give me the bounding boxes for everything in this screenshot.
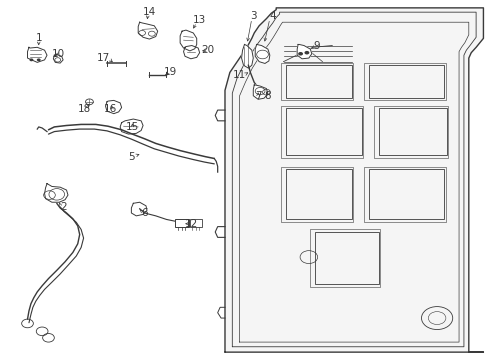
Bar bbox=[281, 106, 362, 158]
Polygon shape bbox=[27, 47, 47, 62]
Bar bbox=[175, 220, 188, 227]
Bar bbox=[285, 169, 351, 220]
Polygon shape bbox=[131, 202, 147, 216]
Bar bbox=[315, 232, 378, 284]
Polygon shape bbox=[255, 44, 269, 63]
Text: 6: 6 bbox=[141, 208, 147, 218]
Bar bbox=[378, 108, 446, 155]
Bar bbox=[363, 167, 445, 222]
Bar bbox=[285, 108, 361, 155]
Text: 11: 11 bbox=[232, 70, 246, 80]
Text: 3: 3 bbox=[249, 11, 256, 21]
Bar bbox=[285, 65, 351, 98]
Polygon shape bbox=[183, 45, 199, 59]
Text: 12: 12 bbox=[185, 219, 198, 229]
Text: 13: 13 bbox=[193, 15, 206, 26]
Text: 1: 1 bbox=[35, 33, 42, 43]
Text: 9: 9 bbox=[313, 41, 319, 50]
Polygon shape bbox=[53, 54, 63, 63]
Circle shape bbox=[37, 58, 41, 61]
Text: 2: 2 bbox=[60, 202, 66, 212]
Text: 8: 8 bbox=[264, 91, 271, 101]
Bar bbox=[373, 106, 447, 158]
Text: 5: 5 bbox=[128, 152, 134, 162]
Text: 15: 15 bbox=[125, 122, 139, 132]
Text: 4: 4 bbox=[269, 11, 276, 21]
Text: 18: 18 bbox=[78, 104, 91, 114]
Bar bbox=[368, 169, 444, 220]
Text: 17: 17 bbox=[96, 53, 109, 63]
Bar bbox=[189, 220, 202, 227]
Polygon shape bbox=[138, 22, 158, 39]
Polygon shape bbox=[44, 184, 68, 202]
Polygon shape bbox=[120, 119, 143, 134]
Bar bbox=[281, 63, 352, 100]
Text: 10: 10 bbox=[52, 49, 65, 59]
Bar bbox=[368, 65, 444, 98]
Polygon shape bbox=[297, 44, 311, 59]
Polygon shape bbox=[105, 100, 122, 114]
Bar bbox=[310, 229, 379, 287]
Text: 14: 14 bbox=[142, 7, 156, 17]
Circle shape bbox=[304, 51, 309, 54]
Text: 7: 7 bbox=[254, 91, 261, 101]
Circle shape bbox=[298, 52, 303, 55]
Bar bbox=[363, 63, 445, 100]
Text: 19: 19 bbox=[163, 67, 177, 77]
Bar bbox=[281, 167, 352, 222]
Polygon shape bbox=[180, 30, 196, 51]
Polygon shape bbox=[224, 8, 483, 352]
Polygon shape bbox=[253, 85, 267, 99]
Text: 20: 20 bbox=[201, 45, 214, 55]
Circle shape bbox=[29, 58, 33, 61]
Text: 16: 16 bbox=[103, 104, 117, 114]
Polygon shape bbox=[241, 44, 253, 68]
